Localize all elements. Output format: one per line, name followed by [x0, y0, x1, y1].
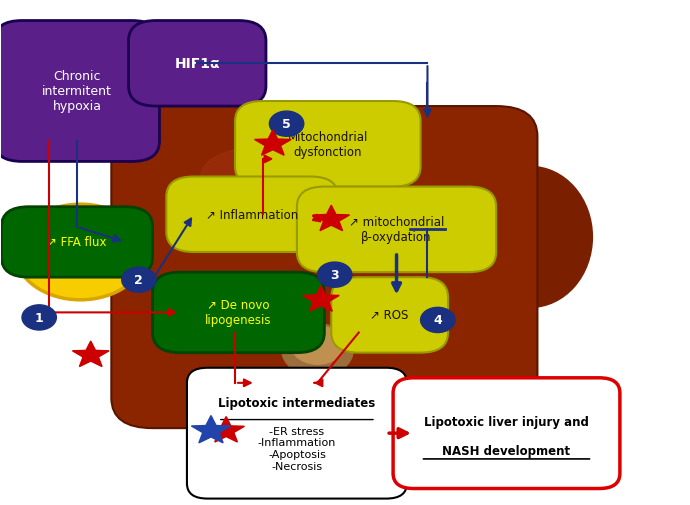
FancyBboxPatch shape — [393, 378, 620, 488]
Polygon shape — [208, 417, 244, 442]
Text: ↗ FFA flux: ↗ FFA flux — [47, 236, 107, 249]
Text: 4: 4 — [433, 314, 442, 327]
Text: 1: 1 — [34, 311, 43, 324]
Circle shape — [54, 209, 84, 231]
Ellipse shape — [15, 205, 146, 300]
Circle shape — [15, 205, 146, 300]
Circle shape — [317, 263, 352, 288]
FancyBboxPatch shape — [128, 22, 266, 107]
Text: ↗ Inflammation: ↗ Inflammation — [206, 209, 298, 221]
Text: -ER stress
-Inflammation
-Apoptosis
-Necrosis: -ER stress -Inflammation -Apoptosis -Nec… — [257, 426, 336, 471]
Ellipse shape — [201, 147, 324, 207]
Text: Lipotoxic liver injury and: Lipotoxic liver injury and — [424, 415, 589, 428]
Text: ↗ De novo
lipogenesis: ↗ De novo lipogenesis — [205, 299, 272, 327]
Ellipse shape — [469, 167, 593, 308]
Text: HIF1α: HIF1α — [175, 57, 220, 71]
Text: 5: 5 — [282, 118, 291, 131]
FancyBboxPatch shape — [235, 102, 421, 187]
Ellipse shape — [159, 122, 256, 172]
Text: ↗ mitochondrial
β-oxydation: ↗ mitochondrial β-oxydation — [349, 216, 444, 244]
Text: NASH development: NASH development — [442, 444, 571, 458]
Text: Mitochondrial
dysfonction: Mitochondrial dysfonction — [288, 131, 368, 159]
Text: 3: 3 — [331, 269, 339, 282]
FancyBboxPatch shape — [187, 368, 407, 498]
Circle shape — [269, 112, 304, 137]
FancyBboxPatch shape — [1, 207, 152, 278]
Circle shape — [121, 268, 156, 293]
Polygon shape — [255, 130, 291, 156]
FancyBboxPatch shape — [166, 177, 338, 252]
FancyBboxPatch shape — [0, 22, 159, 162]
Polygon shape — [72, 341, 109, 367]
Circle shape — [282, 324, 353, 377]
Text: Lipotoxic intermediates: Lipotoxic intermediates — [218, 397, 375, 410]
Circle shape — [291, 326, 344, 365]
Text: Chronic
intermitent
hypoxia: Chronic intermitent hypoxia — [42, 70, 112, 113]
Text: 2: 2 — [135, 274, 144, 287]
FancyBboxPatch shape — [331, 278, 448, 353]
FancyBboxPatch shape — [297, 338, 338, 408]
Polygon shape — [191, 416, 230, 443]
Polygon shape — [303, 286, 339, 312]
Text: ↗ ROS: ↗ ROS — [371, 309, 409, 322]
FancyBboxPatch shape — [297, 187, 496, 273]
Circle shape — [421, 308, 455, 333]
FancyBboxPatch shape — [152, 273, 324, 353]
Polygon shape — [313, 206, 350, 231]
FancyBboxPatch shape — [111, 107, 538, 428]
Circle shape — [22, 305, 57, 330]
